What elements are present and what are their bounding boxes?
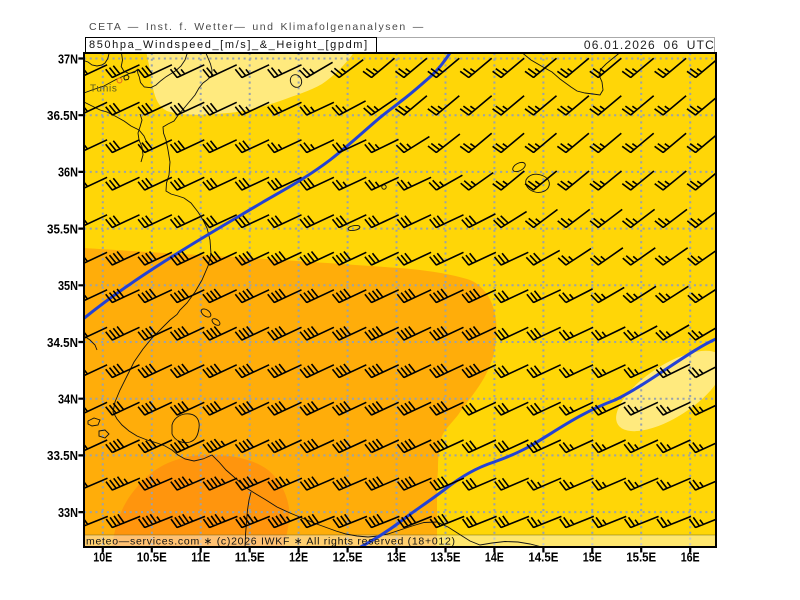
svg-text:34N: 34N — [58, 392, 78, 407]
svg-text:15.5E: 15.5E — [626, 549, 656, 564]
svg-text:35.5N: 35.5N — [47, 221, 78, 236]
svg-text:10E: 10E — [93, 549, 112, 564]
svg-text:11E: 11E — [191, 549, 210, 564]
svg-text:36N: 36N — [58, 165, 78, 180]
svg-text:13E: 13E — [387, 549, 406, 564]
svg-text:15E: 15E — [583, 549, 602, 564]
svg-text:34.5N: 34.5N — [47, 335, 78, 350]
svg-text:14.5E: 14.5E — [528, 549, 558, 564]
svg-text:12.5E: 12.5E — [333, 549, 363, 564]
svg-text:16E: 16E — [681, 549, 700, 564]
svg-text:14E: 14E — [485, 549, 504, 564]
svg-text:11.5E: 11.5E — [235, 549, 265, 564]
svg-text:12E: 12E — [289, 549, 308, 564]
svg-text:33N: 33N — [58, 505, 78, 520]
svg-text:33.5N: 33.5N — [47, 448, 78, 463]
svg-text:37N: 37N — [58, 51, 78, 66]
svg-text:10.5E: 10.5E — [137, 549, 167, 564]
svg-text:meteo—services.com ∗ (c)2026 I: meteo—services.com ∗ (c)2026 IWKF ∗ All … — [86, 536, 456, 548]
svg-text:36.5N: 36.5N — [47, 108, 78, 123]
svg-text:13.5E: 13.5E — [431, 549, 461, 564]
svg-text:Tunis: Tunis — [90, 84, 118, 95]
svg-text:35N: 35N — [58, 278, 78, 293]
